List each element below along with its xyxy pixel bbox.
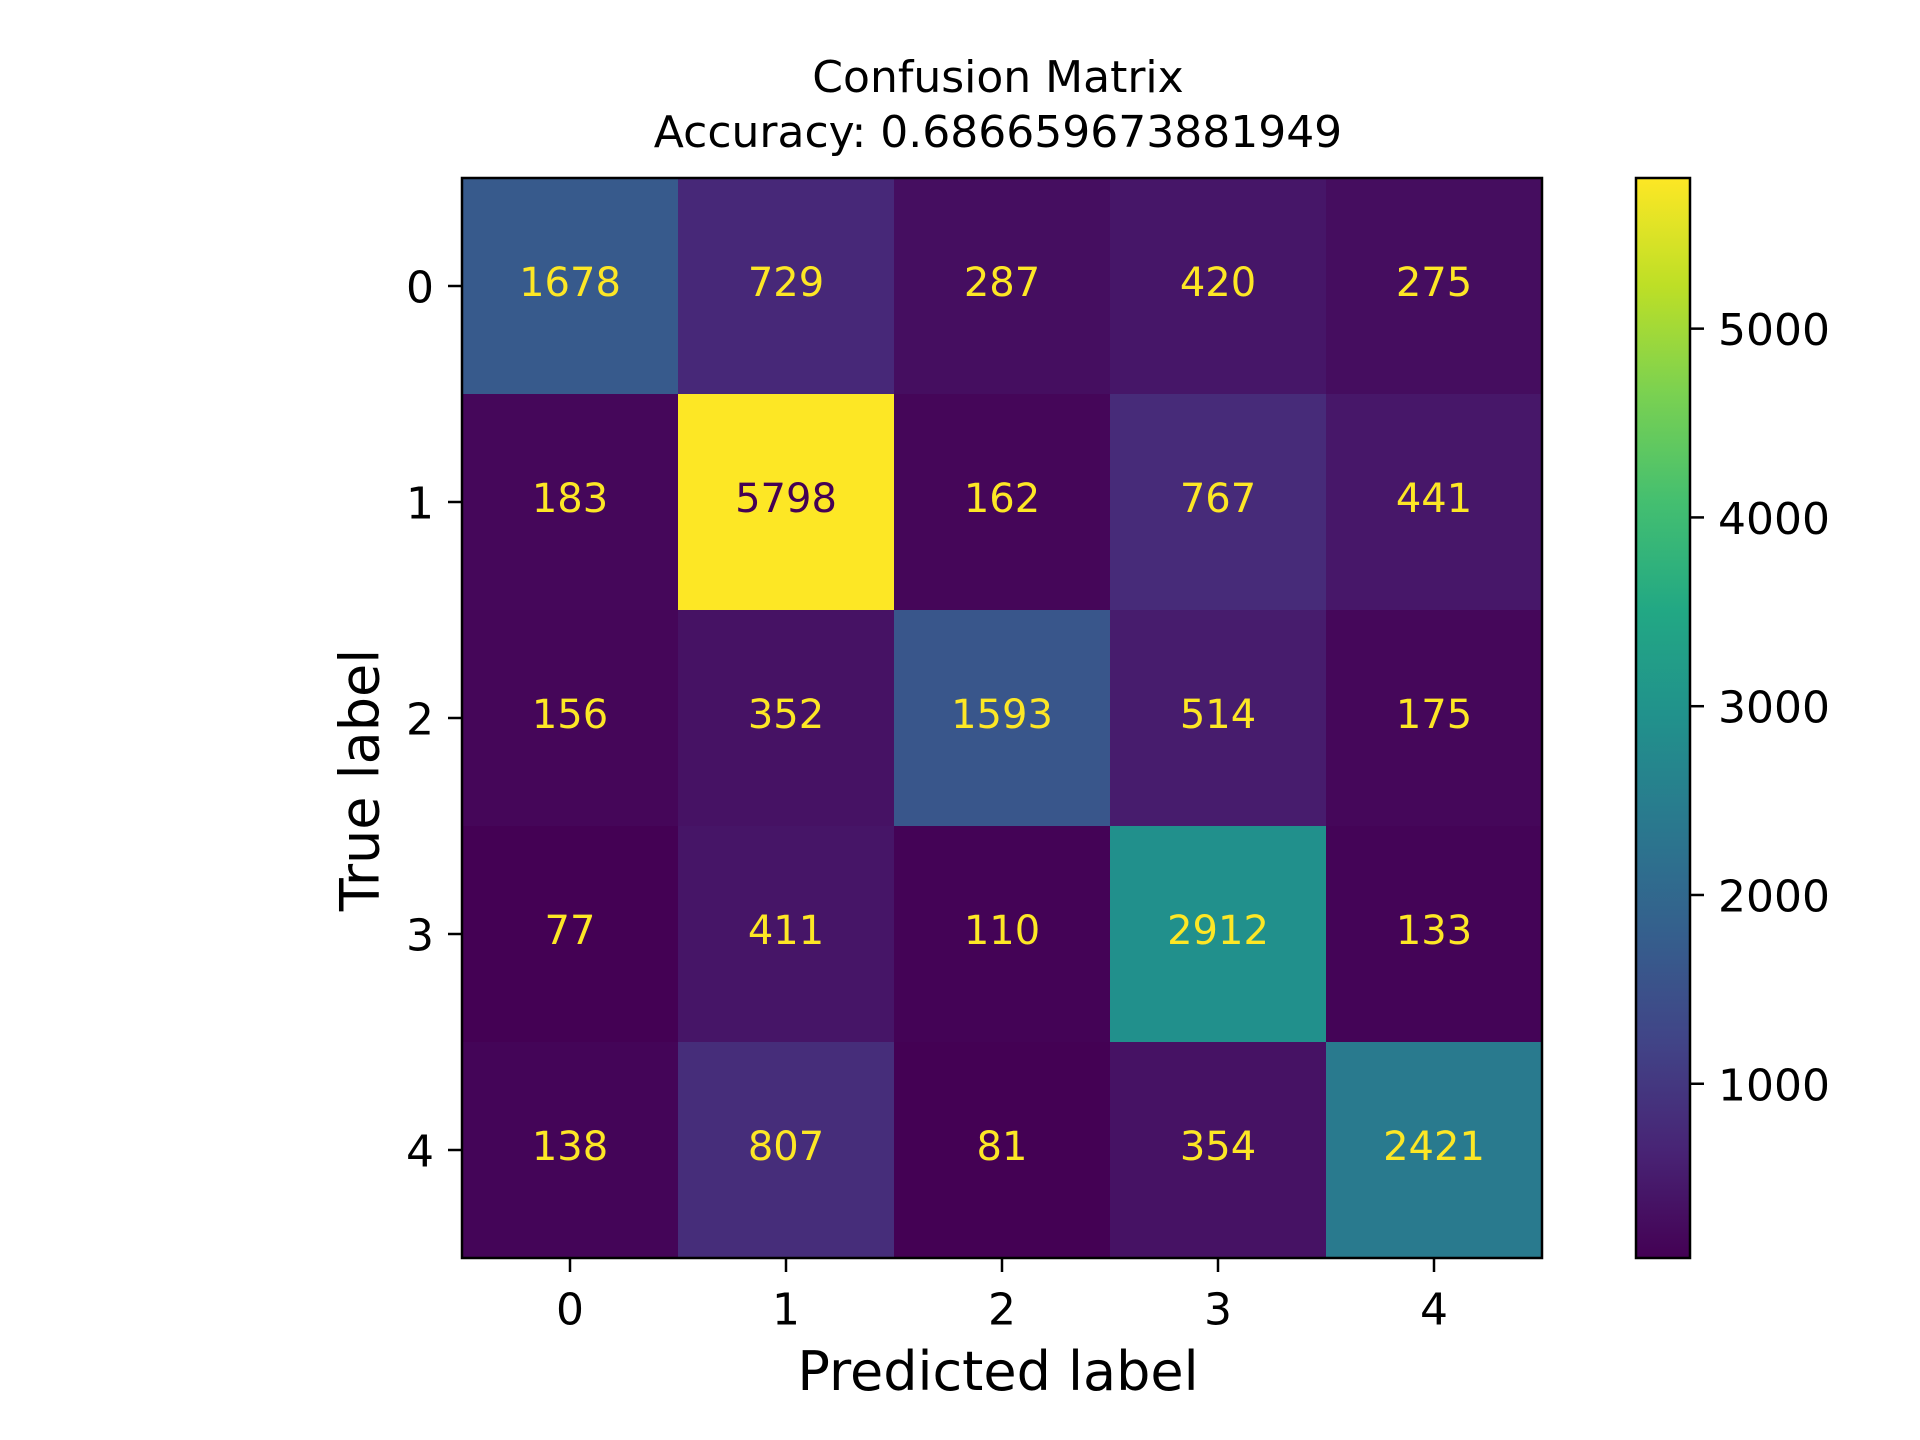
colorbar-tick-label-4: 5000 <box>1718 305 1830 356</box>
cell-value-3-3: 2912 <box>1167 908 1269 954</box>
cell-value-4-2: 81 <box>977 1124 1028 1170</box>
x-tick-label-4: 4 <box>1420 1285 1448 1336</box>
x-tick-label-2: 2 <box>988 1285 1016 1336</box>
cell-value-4-0: 138 <box>532 1124 608 1170</box>
y-tick-label-3: 3 <box>406 911 434 962</box>
y-tick-label-4: 4 <box>406 1127 434 1178</box>
colorbar-tick-label-3: 4000 <box>1718 494 1830 545</box>
cell-value-1-2: 162 <box>964 476 1040 522</box>
cell-value-1-0: 183 <box>532 476 608 522</box>
cell-value-4-3: 354 <box>1180 1124 1256 1170</box>
colorbar-tick-label-2: 3000 <box>1718 683 1830 734</box>
cell-value-2-3: 514 <box>1180 692 1256 738</box>
cell-value-4-4: 2421 <box>1383 1124 1485 1170</box>
colorbar-gradient <box>1636 178 1690 1258</box>
cell-value-2-4: 175 <box>1396 692 1472 738</box>
colorbar-tick-label-0: 1000 <box>1718 1060 1830 1111</box>
cell-value-0-2: 287 <box>964 260 1040 306</box>
x-tick-label-0: 0 <box>556 1285 584 1336</box>
cell-value-3-2: 110 <box>964 908 1040 954</box>
y-tick-label-1: 1 <box>406 479 434 530</box>
cell-value-2-2: 1593 <box>951 692 1053 738</box>
x-tick-label-1: 1 <box>772 1285 800 1336</box>
cell-value-1-1: 5798 <box>735 476 837 522</box>
y-tick-label-0: 0 <box>406 263 434 314</box>
cell-value-0-0: 1678 <box>519 260 621 306</box>
cell-value-3-4: 133 <box>1396 908 1472 954</box>
cell-value-0-4: 275 <box>1396 260 1472 306</box>
cell-value-3-1: 411 <box>748 908 824 954</box>
cell-value-4-1: 807 <box>748 1124 824 1170</box>
cell-value-0-1: 729 <box>748 260 824 306</box>
colorbar-tick-label-1: 2000 <box>1718 871 1830 922</box>
cell-value-2-1: 352 <box>748 692 824 738</box>
y-tick-label-2: 2 <box>406 695 434 746</box>
cell-value-0-3: 420 <box>1180 260 1256 306</box>
cell-value-1-4: 441 <box>1396 476 1472 522</box>
cell-value-2-0: 156 <box>532 692 608 738</box>
cell-value-1-3: 767 <box>1180 476 1256 522</box>
x-tick-label-3: 3 <box>1204 1285 1232 1336</box>
x-axis-label: Predicted label <box>0 1340 1920 1403</box>
cell-value-3-0: 77 <box>545 908 596 954</box>
y-axis-label: True label <box>329 649 392 911</box>
